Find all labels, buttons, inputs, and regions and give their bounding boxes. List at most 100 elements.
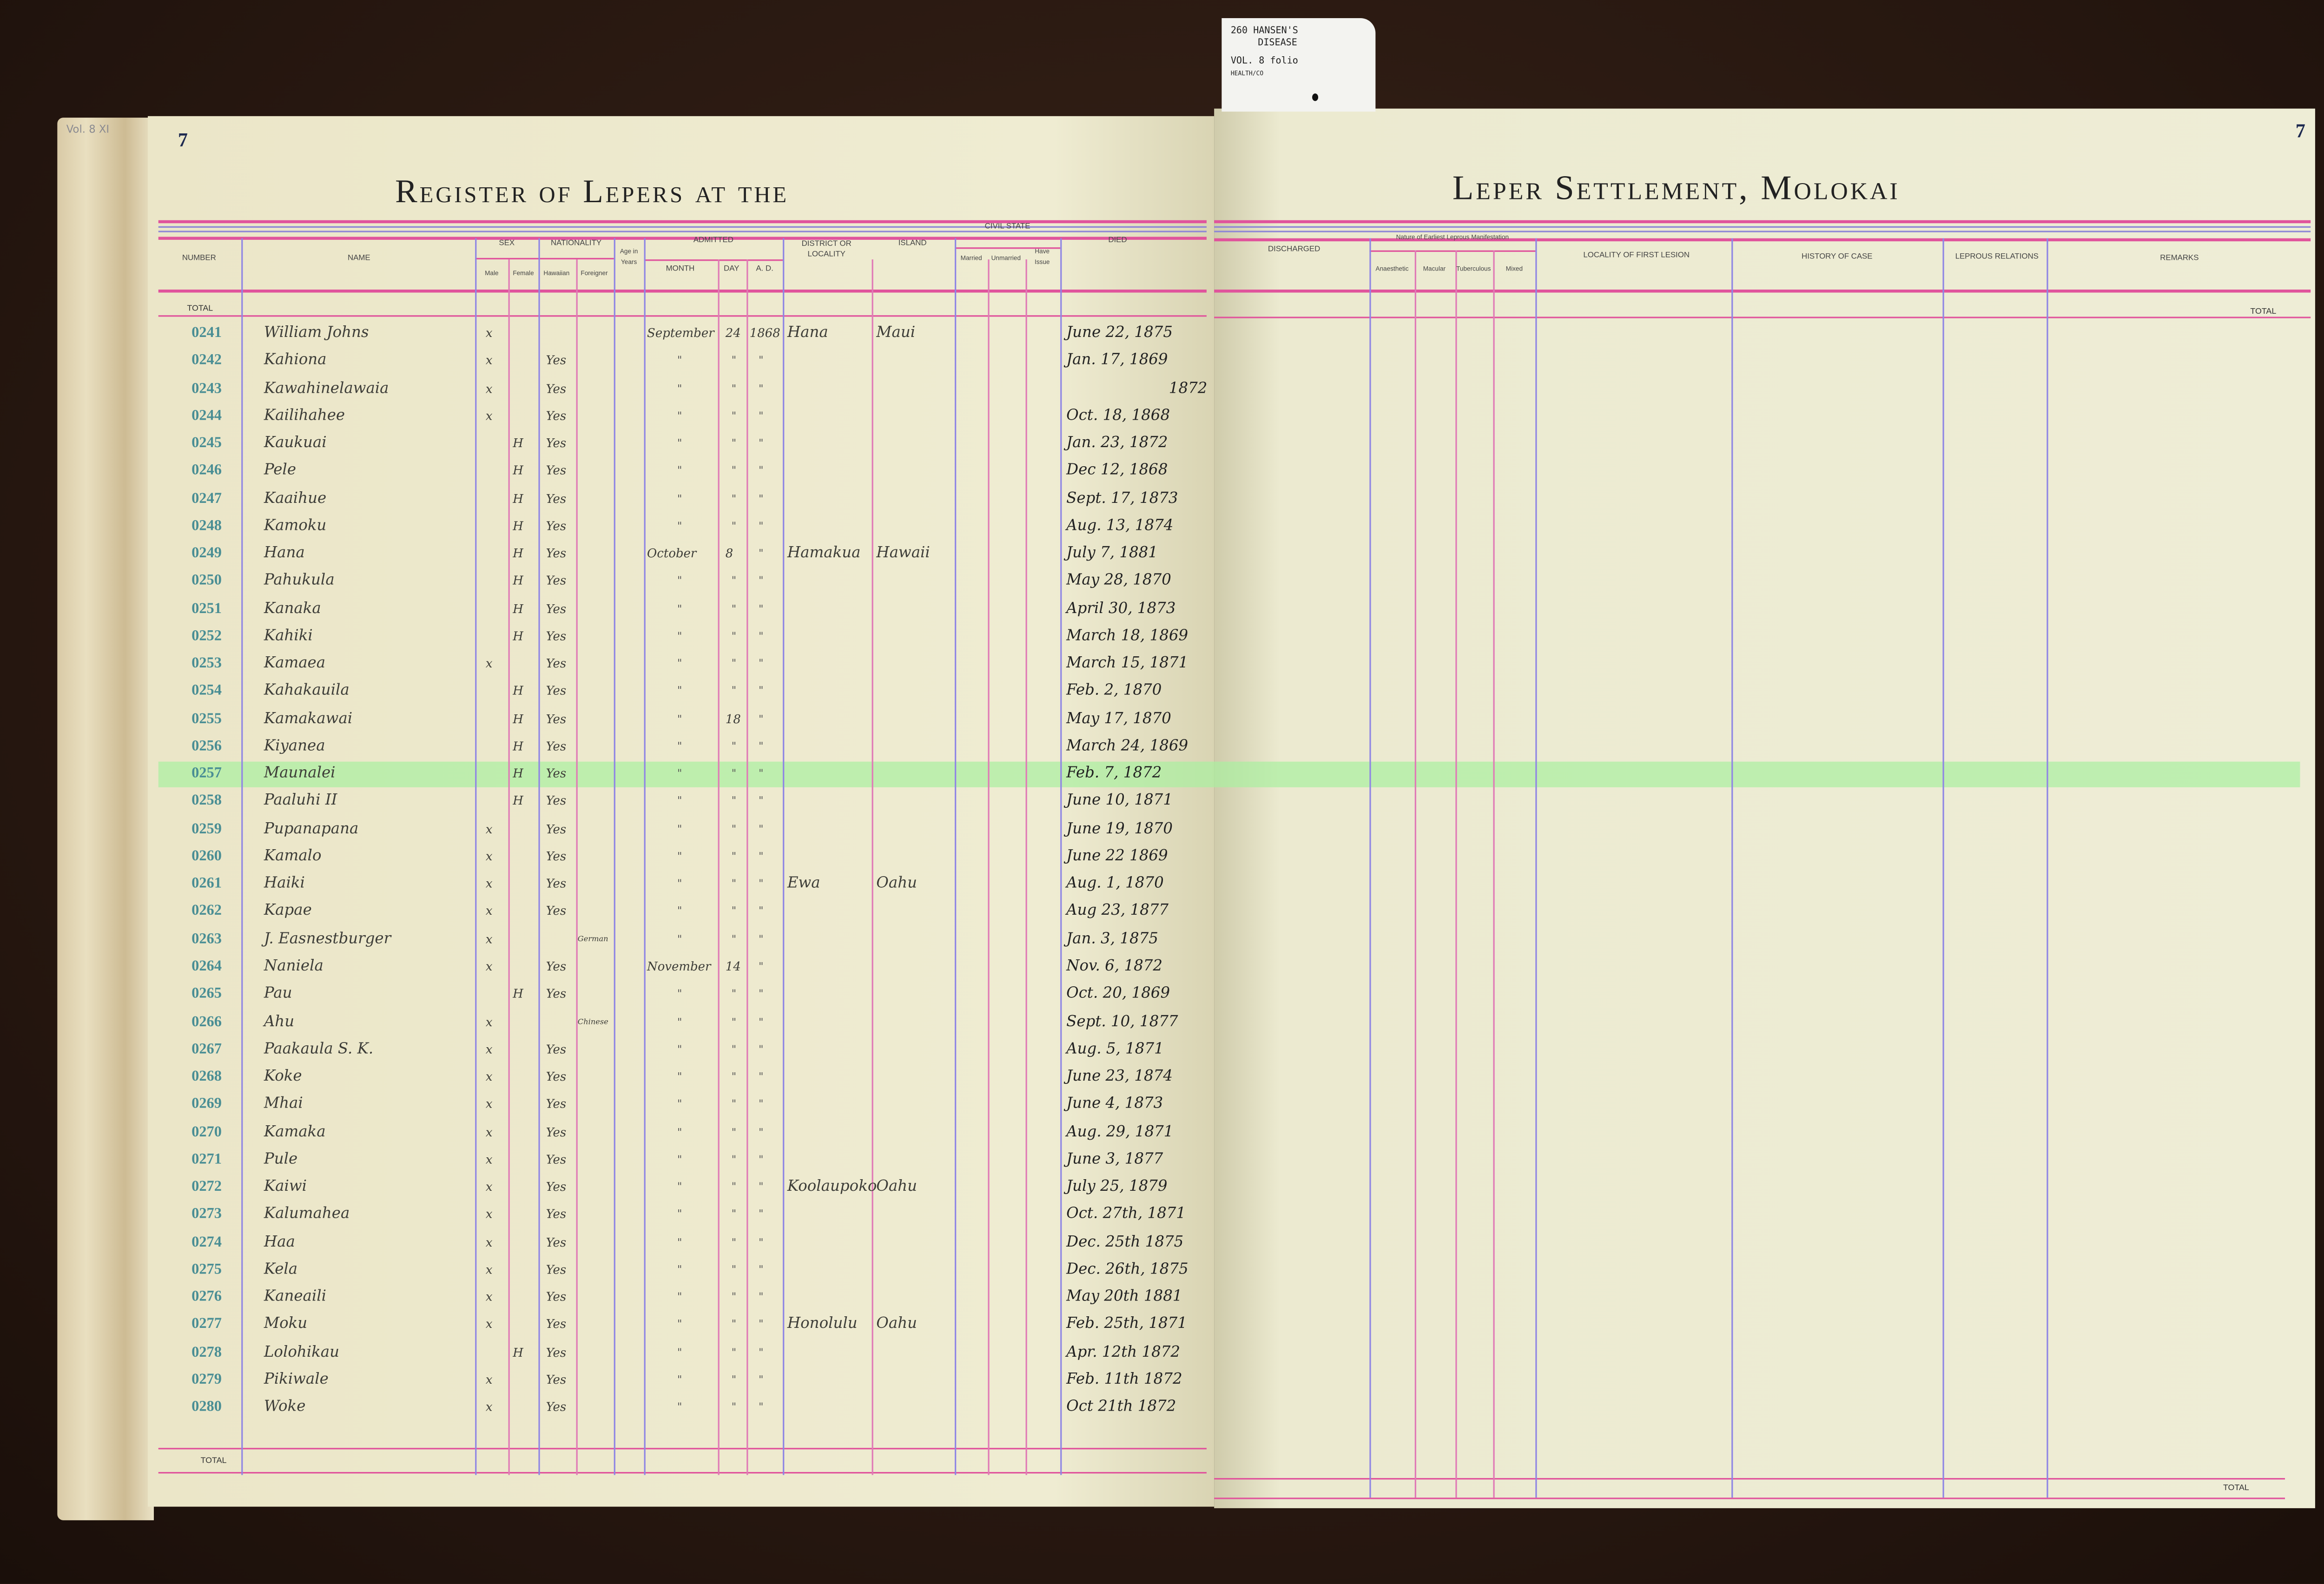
cell-female: H [513, 547, 523, 561]
cell-number: 0273 [191, 1206, 222, 1223]
header-hawaiian: Hawaiian [543, 269, 570, 277]
cell-died: Dec. 25th 1875 [1066, 1234, 1184, 1251]
cell-day: " [731, 1319, 737, 1331]
cell-male: x [485, 822, 493, 836]
cell-day: " [731, 1016, 737, 1028]
cell-month: " [677, 850, 682, 863]
cell-name: Pikiwale [264, 1371, 329, 1388]
header-age: Age in Years [620, 247, 638, 266]
cell-number: 0250 [191, 573, 222, 590]
punch-hole-icon [1312, 93, 1319, 101]
cell-died: June 23, 1874 [1066, 1069, 1173, 1085]
cell-ad: " [759, 658, 764, 670]
archive-tab-card: 260 HANSEN'S DISEASE VOL. 8 folio HEALTH… [1221, 18, 1376, 112]
cell-month: " [677, 1043, 682, 1056]
cell-name: Hana [264, 545, 305, 562]
cell-female: H [513, 574, 523, 588]
header-civil-state: Civil State [984, 222, 1030, 232]
cell-died: Feb. 25th, 1871 [1066, 1316, 1187, 1333]
cell-died: July 25, 1879 [1066, 1179, 1168, 1195]
cell-day: " [731, 575, 737, 587]
cell-died: Oct. 18, 1868 [1066, 407, 1170, 424]
cell-died: Apr. 12th 1872 [1066, 1344, 1181, 1361]
cell-number: 0260 [191, 848, 222, 865]
cell-name: Kamaea [264, 655, 326, 672]
cell-name: Mhai [264, 1096, 303, 1113]
cell-name: Kaaihue [264, 490, 327, 507]
cell-month: October [647, 547, 697, 561]
cell-hawaiian: Yes [546, 354, 567, 368]
cell-male: x [485, 382, 493, 396]
cell-hawaiian: Yes [546, 547, 567, 561]
cell-male: x [485, 657, 493, 671]
cell-day: " [731, 1291, 737, 1303]
cell-number: 0242 [191, 352, 222, 370]
cell-number: 0270 [191, 1123, 222, 1141]
ruled-line [158, 220, 1207, 224]
cell-hawaiian: Yes [546, 877, 567, 891]
column-rule [1942, 238, 1944, 1498]
cell-day: " [731, 685, 737, 698]
cell-ad: " [759, 1126, 764, 1138]
cell-ad: " [759, 382, 764, 395]
cell-month: " [677, 465, 682, 477]
cell-day: 8 [725, 547, 733, 561]
cell-male: x [485, 960, 493, 974]
cell-died: Sept. 17, 1873 [1066, 490, 1178, 507]
cell-number: 0269 [191, 1096, 222, 1113]
cell-month: " [677, 1181, 682, 1193]
cell-ad: " [759, 465, 764, 477]
cell-died: Aug. 1, 1870 [1066, 876, 1164, 892]
cell-died: Aug. 13, 1874 [1066, 518, 1174, 535]
ruled-line [955, 247, 1061, 249]
cell-female: H [513, 712, 523, 726]
cell-hawaiian: Yes [546, 1235, 567, 1249]
cell-island: Oahu [876, 1179, 918, 1195]
cell-hawaiian: Yes [546, 822, 567, 836]
cell-month: " [677, 988, 682, 1001]
cell-name: Woke [264, 1399, 306, 1416]
header-district: District or Locality [801, 239, 852, 260]
cell-day: " [731, 465, 737, 477]
cell-day: " [731, 602, 737, 615]
cell-died: June 4, 1873 [1066, 1096, 1163, 1113]
cell-month: " [677, 933, 682, 945]
cell-male: x [485, 326, 493, 340]
cell-ad: " [759, 960, 764, 973]
cell-district: Hana [787, 325, 828, 342]
column-rule [1493, 250, 1495, 1498]
header-remarks: Remarks [2160, 254, 2199, 264]
column-rule [576, 259, 578, 1475]
cell-day: " [731, 988, 737, 1001]
cell-number: 0278 [191, 1344, 222, 1361]
cell-day: " [731, 1373, 737, 1386]
cell-ad: " [759, 1016, 764, 1028]
cell-number: 0275 [191, 1261, 222, 1278]
cell-ad: " [759, 437, 764, 450]
cell-day: " [731, 823, 737, 835]
cell-name: Moku [264, 1316, 308, 1333]
cell-number: 0261 [191, 876, 222, 892]
cell-female: H [513, 464, 523, 478]
cell-month: " [677, 878, 682, 891]
column-rule [475, 238, 477, 1475]
tab-card-line: DISEASE [1258, 38, 1297, 48]
cell-day: 14 [725, 960, 741, 974]
cell-hawaiian: Yes [546, 519, 567, 533]
cell-number: 0243 [191, 380, 222, 397]
cell-male: x [485, 1015, 493, 1029]
cell-number: 0258 [191, 793, 222, 810]
cell-name: Kamakawai [264, 710, 353, 727]
cell-name: Kaneaili [264, 1289, 327, 1306]
row-highlight [158, 761, 2300, 787]
cell-died: March 24, 1869 [1066, 738, 1188, 755]
cell-day: " [731, 1098, 737, 1111]
cell-ad: " [759, 1070, 764, 1083]
cell-name: Pupanapana [264, 820, 359, 838]
cell-month: " [677, 713, 682, 725]
cell-hawaiian: Yes [546, 960, 567, 974]
cell-ad: 1868 [749, 326, 780, 340]
cell-day: " [731, 1043, 737, 1056]
header-history: History of Case [1802, 252, 1873, 262]
cell-male: x [485, 1180, 493, 1194]
